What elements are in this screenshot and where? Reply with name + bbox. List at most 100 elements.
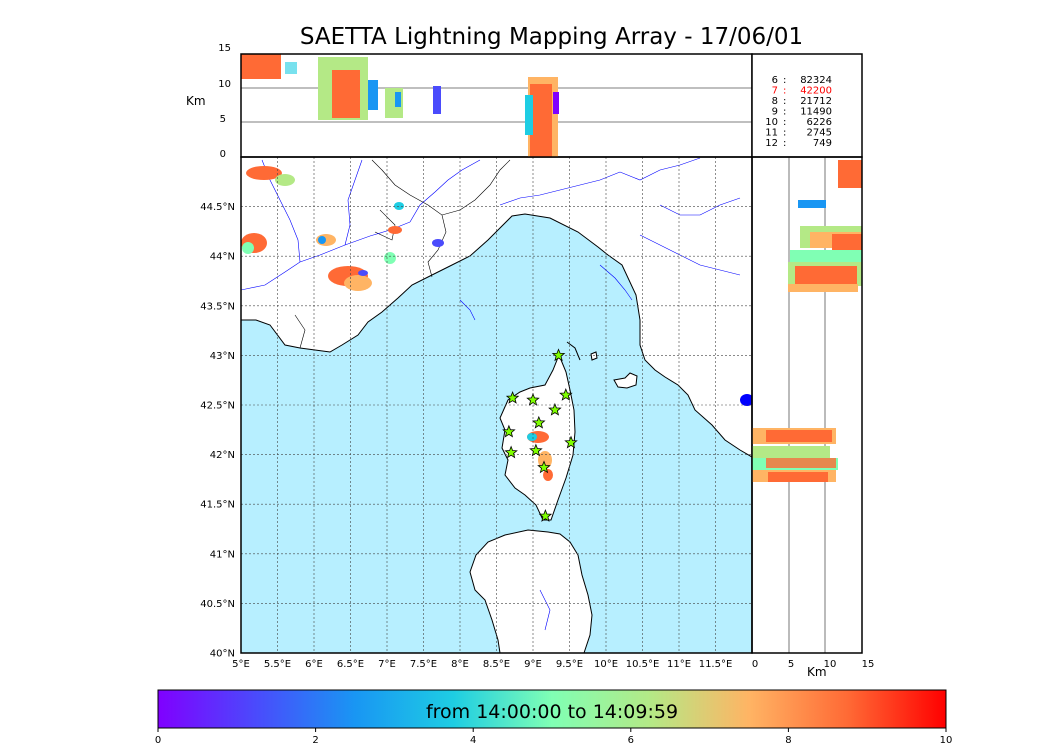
station-star xyxy=(551,348,566,362)
longitude-tick-label: 6°E xyxy=(305,659,323,670)
colorbar-gradient xyxy=(157,689,947,729)
station-count: 6226 xyxy=(807,117,832,128)
altitude-tick: 0 xyxy=(220,149,226,160)
station-star xyxy=(548,402,562,416)
sensor-stations xyxy=(502,348,578,522)
latitude-tick-label: 40.5°N xyxy=(200,599,235,610)
station-star xyxy=(538,508,553,522)
longitude-tick-label: 7°E xyxy=(378,659,396,670)
longitude-tick-label: 5°E xyxy=(232,659,250,670)
station-number: 10 xyxy=(765,117,778,128)
station-counts-list: 6: 82324 7: 42200 8: 21712 9: 11490 10: 6226 11: 27… xyxy=(765,75,832,149)
sardinia-island xyxy=(469,529,593,653)
station-star xyxy=(564,435,578,449)
top-altitude-panel: 15 10 5 0 Km xyxy=(186,43,753,160)
count-separator: : xyxy=(783,86,786,97)
longitude-tick-label: 10.5°E xyxy=(626,659,660,670)
colorbar-tick-label: 8 xyxy=(785,735,791,746)
count-separator: : xyxy=(783,128,786,139)
colorbar-tick-label: 6 xyxy=(628,735,634,746)
longitude-tick-label: 9°E xyxy=(524,659,542,670)
count-separator: : xyxy=(783,75,786,86)
station-number: 12 xyxy=(765,138,778,149)
station-star xyxy=(504,445,518,459)
altitude-tick: 0 xyxy=(752,659,758,670)
longitude-tick-label: 5.5°E xyxy=(264,659,291,670)
right-panel-frame xyxy=(751,156,863,654)
rivers xyxy=(241,157,741,631)
station-count: 11490 xyxy=(800,107,832,118)
top-axis-unit: Km xyxy=(186,94,206,108)
station-star xyxy=(502,424,516,438)
altitude-tick: 5 xyxy=(220,114,226,125)
altitude-tick: 15 xyxy=(218,43,231,54)
capraia-island xyxy=(590,351,598,361)
station-count: 749 xyxy=(813,138,832,149)
station-star xyxy=(532,415,546,429)
station-star xyxy=(505,391,520,404)
longitude-tick-label: 11.5°E xyxy=(699,659,733,670)
station-star xyxy=(526,392,540,406)
station-counts-panel: 6: 82324 7: 42200 8: 21712 9: 11490 10: 6226 11: 27… xyxy=(751,53,863,158)
station-count: 82324 xyxy=(800,75,832,86)
station-number: 6 xyxy=(772,75,778,86)
latitude-labels: 40°N 40.5°N 41°N 41.5°N 42°N 42.5°N 43°N 43.5°N… xyxy=(200,202,235,659)
count-separator: : xyxy=(783,107,786,118)
station-number: 9 xyxy=(772,107,778,118)
counts-frame xyxy=(751,53,863,158)
count-separator: : xyxy=(783,96,786,107)
longitude-tick-label: 7.5°E xyxy=(410,659,437,670)
station-star xyxy=(537,460,551,474)
count-separator: : xyxy=(783,138,786,149)
blue-marker-point xyxy=(740,394,752,406)
station-number: 8 xyxy=(772,96,778,107)
figure-title: SAETTA Lightning Mapping Array - 17/06/0… xyxy=(299,24,804,50)
latitude-tick-label: 41°N xyxy=(210,549,235,560)
top-lightning-clusters xyxy=(241,54,559,157)
right-axis-unit: Km xyxy=(807,665,827,679)
longitude-tick-label: 8°E xyxy=(451,659,469,670)
station-count: 2745 xyxy=(807,128,832,139)
map-grid xyxy=(241,157,752,653)
latitude-tick-label: 42.5°N xyxy=(200,401,235,412)
colorbar-tick-label: 2 xyxy=(312,735,318,746)
elba-island xyxy=(613,372,638,389)
corsica-tip-detail xyxy=(566,341,581,361)
altitude-tick: 5 xyxy=(788,659,794,670)
station-count: 21712 xyxy=(800,96,832,107)
longitude-tick-label: 10°E xyxy=(594,659,618,670)
colorbar-tick-label: 4 xyxy=(470,735,476,746)
longitude-tick-label: 6.5°E xyxy=(337,659,364,670)
latitude-tick-label: 44°N xyxy=(210,252,235,263)
latitude-tick-label: 43°N xyxy=(210,351,235,362)
longitude-tick-label: 9.5°E xyxy=(556,659,583,670)
right-altitude-panel: 0 5 10 15 Km xyxy=(751,156,875,679)
latitude-tick-label: 41.5°N xyxy=(200,500,235,511)
map-lightning-clusters xyxy=(241,166,553,481)
colorbar-tick-label: 10 xyxy=(940,735,953,746)
mainland-france-italy xyxy=(241,157,752,458)
colorbar-ticks: 0 2 4 6 8 10 xyxy=(155,728,953,746)
colorbar-caption: from 14:00:00 to 14:09:59 xyxy=(425,701,679,723)
time-colorbar: 0 2 4 6 8 10 xyxy=(155,689,953,746)
latitude-tick-label: 43.5°N xyxy=(200,301,235,312)
country-borders xyxy=(294,159,511,349)
top-panel-frame xyxy=(240,53,753,158)
count-separator: : xyxy=(783,117,786,128)
longitude-labels: 5°E 5.5°E 6°E 6.5°E 7°E 7.5°E 8°E 8.5°E 9°E 9.5°E… xyxy=(232,659,732,670)
latitude-tick-label: 42°N xyxy=(210,450,235,461)
station-number: 11 xyxy=(765,128,778,139)
latitude-tick-label: 40°N xyxy=(210,649,235,660)
latitude-tick-label: 44.5°N xyxy=(200,202,235,213)
altitude-tick: 10 xyxy=(218,79,231,90)
station-count: 42200 xyxy=(800,86,832,97)
station-number: 7 xyxy=(772,86,778,97)
map-panel: 5°E 5.5°E 6°E 6.5°E 7°E 7.5°E 8°E 8.5°E 9°E 9.5°E… xyxy=(200,156,753,670)
longitude-tick-label: 11°E xyxy=(667,659,691,670)
longitude-tick-label: 8.5°E xyxy=(483,659,510,670)
station-star xyxy=(559,388,573,401)
altitude-tick: 10 xyxy=(824,659,837,670)
station-star xyxy=(529,443,543,457)
altitude-tick: 15 xyxy=(862,659,875,670)
